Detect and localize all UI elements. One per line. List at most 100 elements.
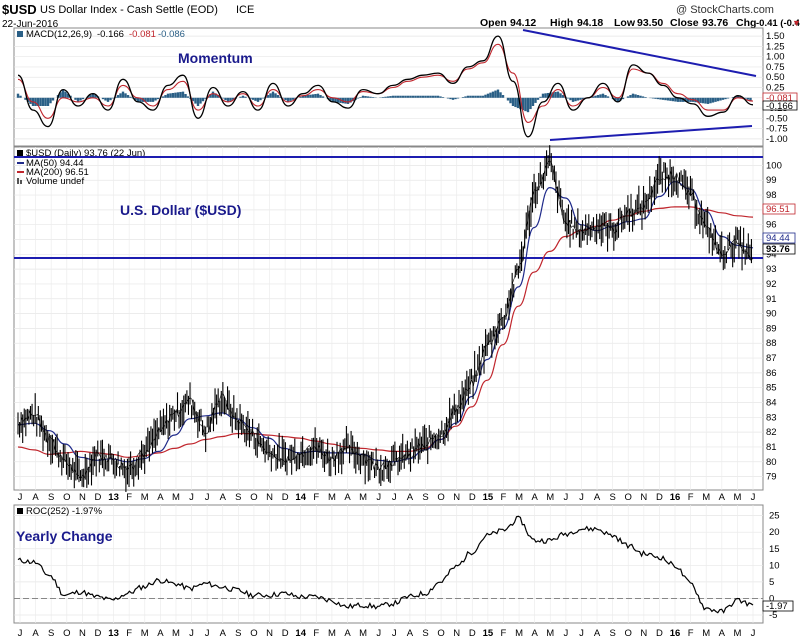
exchange-name: ICE — [236, 4, 254, 16]
price-y-tick: 80 — [766, 457, 777, 468]
macd-legend: MACD(12,26,9) -0.166 -0.081 -0.086 — [17, 29, 185, 40]
x-axis-price: J A S O N D 13 F M A M J J A S O N D 14 F M A M J J A S O N D 15 F M A M J J… — [18, 492, 756, 503]
x-tick-label: M — [328, 628, 336, 639]
x-tick-label: J — [189, 628, 194, 639]
x-tick-label: S — [609, 492, 615, 503]
square-icon — [17, 150, 23, 156]
price-y-tick: 79 — [766, 472, 777, 483]
price-y-tick: 86 — [766, 368, 777, 379]
price-right-tags: 96.51 94.44 93.76 — [762, 203, 796, 255]
x-tick-label: N — [79, 492, 86, 503]
macd-legend-hist: -0.086 — [158, 29, 185, 40]
x-tick-label: A — [220, 492, 227, 503]
x-tick-label: D — [656, 628, 663, 639]
x-tick-label: M — [141, 492, 149, 503]
x-tick-label: A — [157, 628, 164, 639]
x-tick-label: M — [359, 628, 367, 639]
x-tick-label: J — [18, 628, 23, 639]
price-y-tick: 93 — [766, 264, 777, 275]
x-tick-label: N — [266, 628, 273, 639]
x-tick-label: A — [220, 628, 227, 639]
roc-legend-text: ROC(252) -1.97% — [26, 506, 103, 517]
x-tick-label: O — [63, 628, 70, 639]
x-tick-label: 15 — [483, 492, 494, 503]
x-tick-label: O — [625, 628, 632, 639]
x-tick-label: S — [422, 628, 428, 639]
x-tick-label: J — [205, 628, 210, 639]
roc-tag-text: -1.97 — [766, 601, 788, 612]
x-tick-label: A — [344, 628, 351, 639]
low-value: 93.50 — [637, 17, 663, 29]
price-y-tick: 98 — [766, 190, 777, 201]
x-tick-label: 14 — [295, 492, 306, 503]
roc-panel-label: Yearly Change — [16, 528, 113, 544]
x-tick-label: J — [579, 492, 584, 503]
price-y-tick: 100 — [766, 160, 782, 171]
x-tick-label: N — [79, 628, 86, 639]
macd-panel-frame — [13, 27, 764, 147]
price-y-tick: 91 — [766, 294, 777, 305]
x-tick-label: M — [546, 628, 554, 639]
price-bars — [17, 145, 754, 492]
macd-histogram — [16, 89, 752, 113]
roc-right-tag: -1.97 — [762, 600, 794, 612]
x-tick-label: D — [95, 628, 102, 639]
x-tick-label: D — [282, 628, 289, 639]
price-y-tick: 94 — [766, 249, 777, 260]
x-tick-label: F — [126, 628, 132, 639]
x-tick-label: J — [18, 492, 23, 503]
x-tick-label: M — [515, 628, 523, 639]
price-y-tick: 87 — [766, 353, 777, 364]
x-tick-label: F — [501, 628, 507, 639]
macd-tag-signal-text: -0.081 — [766, 93, 793, 104]
x-tick-label: A — [32, 628, 39, 639]
roc-y-tick: 0 — [769, 593, 774, 604]
x-tick-label: A — [407, 492, 414, 503]
macd-tag-value-text: -0.166 — [766, 101, 793, 112]
price-legend-ma200: MA(200) 96.51 — [26, 167, 89, 178]
x-tick-label: O — [437, 628, 444, 639]
roc-y-tick: 15 — [769, 544, 780, 555]
macd-legend-signal: -0.081 — [129, 29, 156, 40]
price-line — [17, 160, 754, 480]
price-panel-label: U.S. Dollar ($USD) — [120, 202, 241, 218]
ma200-line — [17, 206, 754, 458]
chg-value: -0.41 (-0.43%) — [756, 18, 800, 29]
price-y-tick: 90 — [766, 309, 777, 320]
macd-line — [17, 35, 754, 138]
macd-y-tick: 1.00 — [766, 52, 785, 63]
x-tick-label: F — [501, 492, 507, 503]
square-icon — [17, 508, 23, 514]
macd-legend-name: MACD(12,26,9) — [26, 29, 92, 40]
down-arrow-icon: ▼ — [792, 18, 800, 28]
x-tick-label: D — [656, 492, 663, 503]
x-tick-label: S — [48, 492, 54, 503]
macd-y-tick: -0.75 — [766, 124, 788, 135]
x-tick-label: J — [376, 628, 381, 639]
x-tick-label: 16 — [670, 628, 681, 639]
x-tick-label: 16 — [670, 492, 681, 503]
macd-y-axis: 1.501.251.000.750.500.250.00-0.25-0.50-0… — [766, 31, 788, 145]
x-tick-label: A — [594, 628, 601, 639]
macd-y-tick: 0.25 — [766, 83, 785, 94]
x-axis-roc: J A S O N D 13 F M A M J J A S O N D 14 F M A M J J A S O N D 15 F M A M J J… — [18, 628, 756, 639]
x-tick-label: S — [422, 492, 428, 503]
x-tick-label: M — [172, 628, 180, 639]
x-tick-label: J — [205, 492, 210, 503]
roc-legend: ROC(252) -1.97% — [17, 506, 103, 517]
roc-y-tick: -5 — [769, 610, 777, 621]
x-tick-label: 13 — [108, 492, 119, 503]
open-value: 94.12 — [510, 17, 536, 29]
x-tick-label: M — [328, 492, 336, 503]
x-tick-label: D — [95, 492, 102, 503]
x-tick-label: O — [250, 628, 257, 639]
roc-y-axis: 25 20 15 10 5 0 -5 — [769, 511, 780, 621]
x-tick-label: A — [344, 492, 351, 503]
macd-y-tick: -0.50 — [766, 113, 788, 124]
ma50-line — [17, 181, 754, 463]
price-y-tick: 96 — [766, 220, 777, 231]
macd-tag-value — [762, 100, 798, 111]
chg-label: Chg — [736, 17, 756, 29]
ma200-tag-text: 96.51 — [766, 204, 790, 215]
